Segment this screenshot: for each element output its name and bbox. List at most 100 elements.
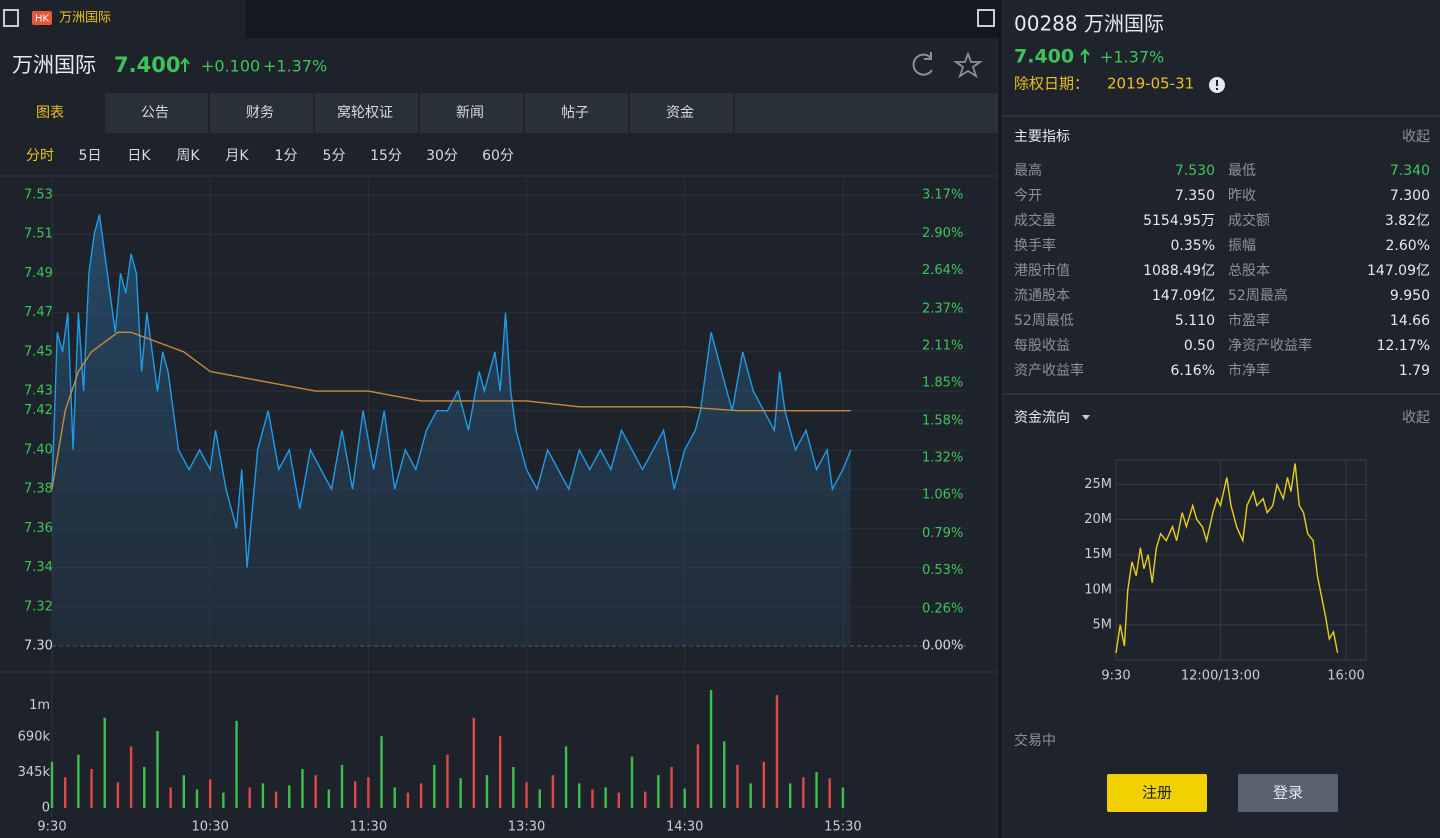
period[interactable]: 周K xyxy=(176,148,200,164)
star-icon[interactable] xyxy=(953,51,983,79)
period[interactable]: 5日 xyxy=(79,148,102,164)
y2-tick-label: 2.90% xyxy=(922,226,963,241)
tab[interactable] xyxy=(315,93,418,133)
y-tick-label: 345k xyxy=(18,765,51,780)
volume-bar xyxy=(261,783,265,808)
info-mark xyxy=(1216,80,1218,86)
ex-date: 2019-05-31 xyxy=(1107,75,1194,93)
flow-collapse[interactable]: 收起 xyxy=(1402,410,1430,426)
y2-tick-label: 0.53% xyxy=(922,563,963,578)
indicator-value: 14.66 xyxy=(1390,313,1430,329)
tab[interactable] xyxy=(525,93,628,133)
volume-bar xyxy=(485,775,489,808)
y-tick-label: 7.47 xyxy=(24,305,53,320)
tab-label[interactable]: 新闻 xyxy=(456,105,484,121)
period[interactable]: 60分 xyxy=(482,148,514,164)
y-tick-label: 7.40 xyxy=(24,442,53,457)
y2-tick-label: 0.00% xyxy=(922,639,963,654)
period[interactable]: 月K xyxy=(225,148,249,164)
volume-bar xyxy=(208,779,212,808)
x-tick-label: 16:00 xyxy=(1327,669,1364,684)
panel-icon[interactable] xyxy=(3,9,19,27)
x-tick-label: 14:30 xyxy=(666,820,703,835)
y-tick-label: 7.38 xyxy=(24,482,53,497)
sidebar-title: 00288 万洲国际 xyxy=(1014,12,1164,36)
tab-label[interactable]: 图表 xyxy=(36,105,64,121)
flow-title[interactable]: 资金流向 xyxy=(1014,410,1070,426)
tab-label[interactable]: 窝轮权证 xyxy=(337,104,393,121)
tab-label[interactable]: 帖子 xyxy=(561,105,589,121)
tab-label[interactable]: 资金 xyxy=(666,105,694,121)
indicator-label: 昨收 xyxy=(1228,188,1256,204)
indicator-label: 港股市值 xyxy=(1014,262,1070,279)
period[interactable]: 分时 xyxy=(26,148,54,164)
volume-bar xyxy=(77,754,80,808)
sidebar-change-pct: +1.37% xyxy=(1100,48,1164,67)
volume-bar xyxy=(828,778,831,808)
volume-bar xyxy=(841,787,845,808)
up-arrow xyxy=(180,57,190,72)
tab[interactable] xyxy=(420,93,523,133)
volume-bar xyxy=(116,782,120,808)
indicators-title: 主要指标 xyxy=(1014,129,1070,145)
stock-name: 万洲国际 xyxy=(12,53,96,77)
period[interactable]: 15分 xyxy=(370,148,402,164)
indicator-label: 最低 xyxy=(1228,163,1256,179)
x-tick-label: 10:30 xyxy=(191,820,228,835)
login-label[interactable]: 登录 xyxy=(1273,784,1303,802)
tab-label[interactable]: 公告 xyxy=(141,105,169,121)
volume-bar xyxy=(512,766,515,808)
x-tick-label: 11:30 xyxy=(350,820,387,835)
volume-bar xyxy=(182,775,186,808)
period[interactable]: 30分 xyxy=(426,148,458,164)
register-label[interactable]: 注册 xyxy=(1142,784,1172,802)
tab[interactable] xyxy=(630,93,733,133)
volume-bar xyxy=(103,717,106,808)
volume-bar xyxy=(195,789,199,808)
panel-icon[interactable] xyxy=(977,9,995,27)
volume-bar xyxy=(340,764,344,808)
indicator-label: 振幅 xyxy=(1228,238,1256,254)
indicator-label: 52周最高 xyxy=(1228,287,1288,304)
volume-bar xyxy=(683,788,686,808)
y2-tick-label: 1.32% xyxy=(922,451,963,466)
up-arrow xyxy=(1080,48,1090,63)
y2-tick-label: 0.79% xyxy=(922,526,963,541)
x-tick-label: 13:30 xyxy=(508,820,545,835)
y2-tick-label: 1.06% xyxy=(922,488,963,503)
volume-bar xyxy=(143,766,146,808)
y-tick-label: 20M xyxy=(1084,512,1112,527)
period[interactable]: 1分 xyxy=(275,148,298,164)
change: +0.100 xyxy=(201,57,260,76)
indicator-value: 7.300 xyxy=(1390,188,1430,204)
collapse[interactable]: 收起 xyxy=(1402,129,1430,145)
volume-bar xyxy=(446,754,449,808)
sidebar-price: 7.400 xyxy=(1014,46,1074,68)
tab[interactable] xyxy=(105,93,208,133)
y-tick-label: 7.42 xyxy=(24,403,53,418)
y-tick-label: 7.53 xyxy=(24,188,53,203)
tab[interactable] xyxy=(0,93,103,133)
period[interactable]: 日K xyxy=(127,148,151,164)
tab-label[interactable]: 财务 xyxy=(246,105,274,121)
volume-bar xyxy=(156,731,159,808)
volume-bar xyxy=(129,746,133,808)
volume-bar xyxy=(472,717,476,808)
y-tick-label: 0 xyxy=(42,801,50,816)
y-tick-label: 7.49 xyxy=(24,266,53,281)
refresh-icon[interactable] xyxy=(912,52,933,76)
y-tick-label: 7.43 xyxy=(24,384,53,399)
register-button[interactable] xyxy=(1107,774,1207,812)
volume-bar xyxy=(169,787,172,808)
login-button[interactable] xyxy=(1238,774,1338,812)
tab[interactable] xyxy=(210,93,313,133)
x-tick-label: 12:00/13:00 xyxy=(1181,669,1260,684)
volume-bar xyxy=(604,787,607,808)
volume-bar xyxy=(762,761,766,808)
indicator-value: 1.79 xyxy=(1399,363,1430,379)
period[interactable]: 5分 xyxy=(323,148,346,164)
y2-tick-label: 2.11% xyxy=(922,338,963,353)
volume-bar xyxy=(617,792,621,808)
dropdown-caret[interactable] xyxy=(1082,415,1090,420)
